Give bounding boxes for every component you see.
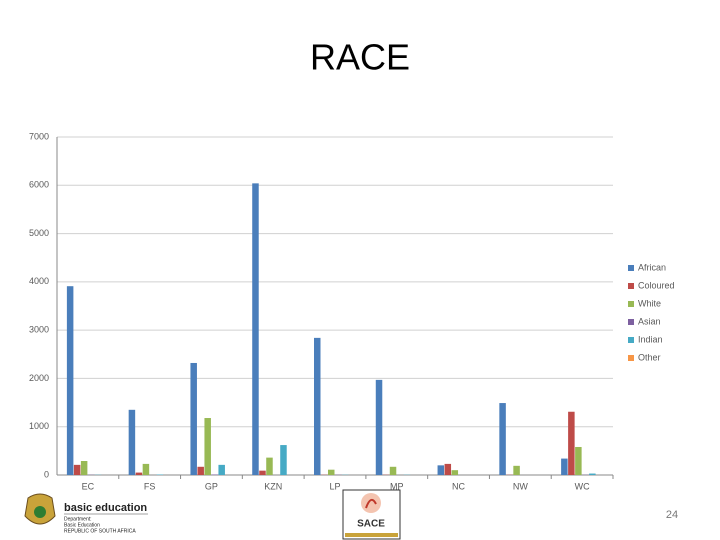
sace-band (345, 533, 398, 537)
x-tick-label: NC (452, 481, 465, 491)
y-tick-label: 2000 (29, 373, 49, 383)
y-tick-label: 4000 (29, 276, 49, 286)
legend-label: African (638, 262, 666, 272)
x-tick-label: EC (82, 481, 95, 491)
bar (499, 403, 506, 475)
bar (437, 465, 445, 475)
legend-swatch (628, 337, 634, 343)
bar (328, 469, 335, 475)
legend-label: Asian (638, 316, 661, 326)
bar (252, 183, 259, 475)
bar (575, 446, 582, 475)
legend-swatch (628, 301, 634, 307)
y-tick-label: 1000 (29, 421, 49, 431)
coat-of-arms-detail (34, 506, 46, 518)
x-tick-label: WC (575, 481, 590, 491)
x-tick-label: NW (513, 481, 528, 491)
bar (314, 337, 321, 475)
bar (204, 418, 211, 475)
bar (444, 463, 452, 475)
legend-swatch (628, 265, 634, 271)
legend-swatch (628, 355, 634, 361)
y-tick-label: 5000 (29, 228, 49, 238)
x-tick-label: KZN (264, 481, 282, 491)
logo-line: REPUBLIC OF SOUTH AFRICA (64, 528, 136, 534)
sace-emblem (361, 493, 381, 513)
logo-title: basic education (64, 502, 147, 514)
x-tick-label: FS (144, 481, 156, 491)
logo-line: Basic Education (64, 522, 100, 528)
y-tick-label: 0 (44, 469, 49, 479)
bar (513, 465, 520, 475)
footer: basic education Department: Basic Educat… (24, 489, 678, 540)
x-tick-label: GP (205, 481, 218, 491)
bar (73, 464, 81, 475)
bar (568, 411, 575, 475)
legend-label: Coloured (638, 280, 675, 290)
bar (389, 466, 397, 475)
logo-line: Department: (64, 516, 92, 522)
bar (375, 379, 383, 475)
bar (197, 466, 204, 475)
legend-label: White (638, 298, 661, 308)
legend-swatch (628, 283, 634, 289)
chart-title: RACE (310, 37, 410, 78)
bar (218, 464, 225, 475)
y-tick-label: 7000 (29, 131, 49, 141)
bar (190, 362, 197, 475)
sace-emblem-mark (365, 498, 377, 509)
x-tick-label: LP (329, 481, 340, 491)
bar (451, 470, 459, 475)
bar (589, 473, 596, 475)
y-tick-label: 6000 (29, 180, 49, 190)
bar (259, 470, 266, 475)
page-number: 24 (666, 509, 678, 521)
y-tick-label: 3000 (29, 325, 49, 335)
bar (142, 463, 150, 475)
bar (266, 457, 273, 475)
bar (280, 445, 287, 475)
bar (66, 286, 74, 475)
legend-label: Indian (638, 334, 663, 344)
legend-swatch (628, 319, 634, 325)
sace-text: SACE (357, 519, 385, 530)
legend-label: Other (638, 352, 661, 362)
bar (561, 458, 568, 475)
x-tick-label: MP (390, 481, 404, 491)
bar (135, 472, 143, 475)
bar (80, 460, 88, 475)
bar (128, 409, 136, 475)
